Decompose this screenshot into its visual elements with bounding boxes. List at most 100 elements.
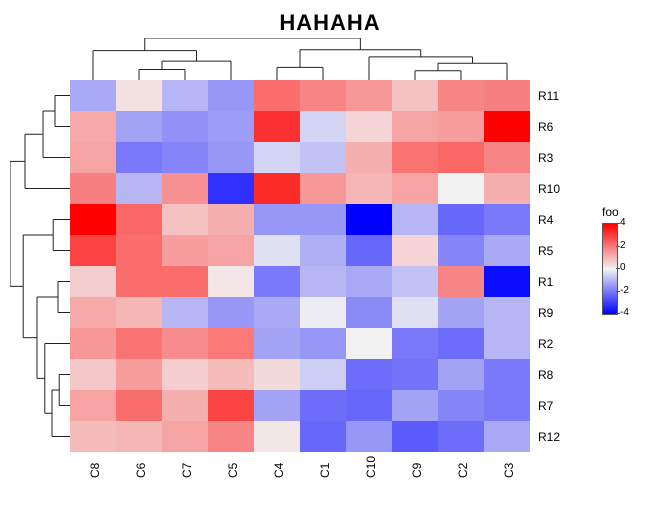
heatmap-cell [438, 390, 484, 421]
heatmap-cell [208, 359, 254, 390]
heatmap-cell [70, 390, 116, 421]
heatmap-cell [346, 111, 392, 142]
row-label: R3 [538, 151, 553, 165]
legend-tick-label: 4 [620, 217, 626, 228]
column-label: C3 [502, 463, 516, 478]
heatmap-cell [208, 111, 254, 142]
legend-tick-label: 0 [620, 262, 626, 273]
heatmap-cell [70, 297, 116, 328]
heatmap-cell [254, 297, 300, 328]
heatmap-cell [116, 235, 162, 266]
heatmap-cell [254, 235, 300, 266]
column-label: C10 [364, 456, 378, 478]
row-label: R1 [538, 275, 553, 289]
row-label: R4 [538, 213, 553, 227]
chart-title: HAHAHA [0, 10, 660, 36]
heatmap-cell [346, 421, 392, 452]
heatmap-cell [162, 80, 208, 111]
heatmap-cell [300, 359, 346, 390]
heatmap-cell [484, 235, 530, 266]
legend-tick-label: 2 [620, 240, 626, 251]
heatmap-cell [208, 421, 254, 452]
legend-tick-label: -2 [620, 285, 629, 296]
heatmap-cell [438, 328, 484, 359]
heatmap-cell [70, 142, 116, 173]
heatmap-cell [116, 204, 162, 235]
heatmap-cell [300, 235, 346, 266]
heatmap-cell [438, 297, 484, 328]
column-label: C6 [134, 463, 148, 478]
heatmap-cell [162, 173, 208, 204]
row-label: R2 [538, 337, 553, 351]
heatmap-cell [162, 421, 208, 452]
color-legend: foo 420-2-4 [602, 205, 619, 315]
heatmap-cell [484, 390, 530, 421]
row-label: R5 [538, 244, 553, 258]
heatmap-cell [438, 111, 484, 142]
heatmap-cell [438, 266, 484, 297]
heatmap-cell [254, 421, 300, 452]
row-dendrogram [10, 80, 70, 452]
heatmap-cell [300, 142, 346, 173]
heatmap-cell [70, 266, 116, 297]
heatmap-cell [300, 204, 346, 235]
heatmap-cell [300, 328, 346, 359]
heatmap-cell [346, 328, 392, 359]
heatmap-cell [346, 173, 392, 204]
heatmap-cell [346, 266, 392, 297]
heatmap-cell [392, 235, 438, 266]
heatmap-cell [300, 266, 346, 297]
row-label: R8 [538, 368, 553, 382]
heatmap-cell [116, 328, 162, 359]
heatmap-cell [70, 359, 116, 390]
heatmap-cell [346, 297, 392, 328]
heatmap-cell [484, 111, 530, 142]
heatmap-cell [116, 359, 162, 390]
heatmap-cell [116, 297, 162, 328]
heatmap-cell [484, 421, 530, 452]
heatmap-cell [208, 235, 254, 266]
heatmap-cell [300, 173, 346, 204]
heatmap-cell [484, 359, 530, 390]
heatmap-cell [392, 266, 438, 297]
heatmap-cell [70, 328, 116, 359]
heatmap-cell [116, 390, 162, 421]
row-label: R10 [538, 182, 560, 196]
heatmap-cell [346, 204, 392, 235]
heatmap-cell [484, 173, 530, 204]
row-label: R11 [538, 89, 559, 103]
row-label: R12 [538, 430, 560, 444]
heatmap-cell [116, 111, 162, 142]
heatmap-cell [162, 390, 208, 421]
heatmap-cell [346, 235, 392, 266]
heatmap-cell [162, 266, 208, 297]
heatmap-cell [116, 421, 162, 452]
heatmap-cell [70, 173, 116, 204]
heatmap-cell [208, 173, 254, 204]
heatmap-cell [346, 359, 392, 390]
column-label: C4 [272, 463, 286, 478]
heatmap-cell [392, 359, 438, 390]
heatmap-cell [484, 204, 530, 235]
column-label: C1 [318, 463, 332, 478]
heatmap-cell [70, 421, 116, 452]
column-label: C8 [88, 463, 102, 478]
heatmap-cell [392, 390, 438, 421]
heatmap-cell [392, 173, 438, 204]
heatmap-cell [70, 204, 116, 235]
heatmap-cell [208, 297, 254, 328]
chart-stage: HAHAHA R11R6R3R10R4R5R1R9R2R8R7R12 C8C6C… [0, 0, 660, 511]
heatmap-cell [162, 235, 208, 266]
heatmap-cell [162, 111, 208, 142]
heatmap-cell [392, 80, 438, 111]
column-label: C7 [180, 463, 194, 478]
heatmap-cell [392, 421, 438, 452]
row-label: R9 [538, 306, 553, 320]
legend-title: foo [602, 205, 619, 219]
heatmap-cell [208, 80, 254, 111]
heatmap-cell [438, 173, 484, 204]
heatmap-cell [254, 142, 300, 173]
heatmap-cell [392, 142, 438, 173]
heatmap-cell [392, 111, 438, 142]
heatmap-cell [208, 390, 254, 421]
